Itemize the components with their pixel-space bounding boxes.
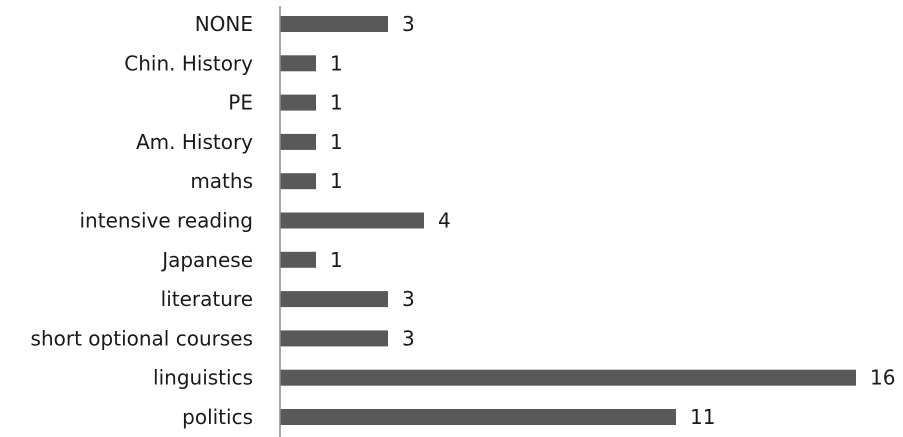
category-label-short-optional-courses: short optional courses: [31, 326, 253, 350]
bar-linguistics: [280, 369, 856, 386]
category-label-am-history: Am. History: [136, 130, 253, 154]
bars-group: [280, 16, 856, 425]
value-label-literature: 3: [402, 287, 415, 311]
category-label-linguistics: linguistics: [153, 366, 253, 390]
value-label-linguistics: 16: [870, 366, 895, 390]
value-label-japanese: 1: [330, 248, 343, 272]
bar-japanese: [280, 251, 316, 268]
bar-literature: [280, 291, 388, 308]
bar-intensive-reading: [280, 212, 424, 229]
value-label-pe: 1: [330, 91, 343, 115]
bar-am-history: [280, 133, 316, 150]
value-label-chin-history: 1: [330, 51, 343, 75]
category-label-literature: literature: [161, 287, 253, 311]
bar-chin-history: [280, 55, 316, 72]
category-labels-group: NONE Chin. History PE Am. History maths inten…: [31, 12, 254, 429]
bar-pe: [280, 94, 316, 111]
category-label-pe: PE: [228, 91, 253, 115]
bar-politics: [280, 409, 676, 425]
bar-maths: [280, 173, 316, 190]
category-label-japanese: Japanese: [160, 248, 253, 272]
category-label-chin-history: Chin. History: [124, 51, 253, 75]
value-label-politics: 11: [690, 405, 715, 429]
category-label-maths: maths: [190, 169, 253, 193]
category-label-politics: politics: [182, 405, 253, 429]
value-label-intensive-reading: 4: [438, 209, 451, 233]
category-label-none: NONE: [195, 12, 253, 36]
value-label-none: 3: [402, 12, 415, 36]
value-label-maths: 1: [330, 169, 343, 193]
bar-none: [280, 16, 388, 32]
category-label-intensive-reading: intensive reading: [80, 209, 254, 233]
value-label-short-optional-courses: 3: [402, 326, 415, 350]
bar-short-optional-courses: [280, 330, 388, 347]
value-label-am-history: 1: [330, 130, 343, 154]
